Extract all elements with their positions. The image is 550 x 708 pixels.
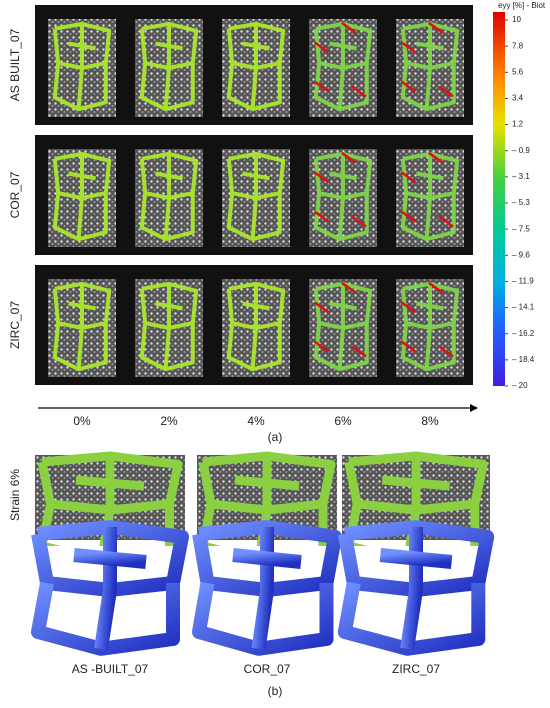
colorbar-tick-label: 10 — [512, 15, 521, 24]
colorbar-title: eyy [%] - Biot — [498, 1, 546, 10]
arrow — [438, 85, 454, 98]
strut — [163, 283, 171, 370]
strut — [424, 283, 432, 370]
strut — [400, 527, 423, 650]
colorbar-tick-label: 5.6 — [512, 67, 524, 76]
row-label: AS BUILT_07 — [8, 28, 22, 101]
arrow — [351, 215, 367, 228]
arrow — [400, 171, 417, 184]
strut — [250, 153, 258, 240]
colorbar-tick-label: 3.4 — [512, 94, 524, 103]
colorbar-tick-label: 1.2 — [512, 120, 524, 129]
strut — [76, 23, 84, 110]
strain-label: 8% — [421, 414, 439, 428]
arrow — [428, 281, 444, 294]
arrow — [428, 151, 444, 164]
colorbar-tick-label: – 3.1 — [512, 172, 530, 181]
strut — [416, 301, 444, 311]
strut — [94, 527, 117, 650]
strut — [73, 548, 147, 569]
arrow — [341, 151, 357, 164]
strut — [232, 548, 302, 569]
strut — [379, 548, 453, 569]
row-label: COR_07 — [8, 171, 22, 218]
strut — [424, 153, 432, 240]
strut — [155, 41, 183, 51]
strut — [329, 41, 357, 51]
strut — [242, 171, 270, 181]
strut — [163, 23, 171, 110]
arrow — [341, 281, 357, 294]
strut — [251, 527, 274, 650]
strut — [76, 153, 84, 240]
strut — [337, 153, 345, 240]
arrow — [313, 301, 330, 314]
strut — [416, 41, 444, 51]
strut — [155, 171, 183, 181]
strut — [250, 23, 258, 110]
colorbar-tick-label: – 16.2 — [512, 329, 535, 338]
strut — [416, 171, 444, 181]
strut — [381, 475, 451, 491]
strut — [242, 301, 270, 311]
strut — [329, 171, 357, 181]
colorbar-tick-label: 7.8 — [512, 41, 524, 50]
arrow — [313, 210, 330, 223]
arrow — [438, 345, 454, 358]
row-label: ZIRC_07 — [8, 301, 22, 349]
strut — [424, 23, 432, 110]
colorbar-tick-label: – 9.6 — [512, 250, 530, 259]
colorbar-tick-label: – 20 — [512, 381, 528, 390]
strut — [242, 41, 270, 51]
strut — [337, 283, 345, 370]
strut — [163, 153, 171, 240]
strut — [75, 475, 145, 491]
colorbar-tick-label: – 0.9 — [512, 146, 530, 155]
colorbar-tick-label: – 14.1 — [512, 303, 535, 312]
arrow — [400, 41, 417, 54]
panel-label: (a) — [268, 430, 283, 444]
row-label: Strain 6% — [8, 469, 22, 521]
arrow — [313, 171, 330, 184]
arrow — [313, 41, 330, 54]
arrow — [400, 301, 417, 314]
column-label: COR_07 — [244, 662, 291, 676]
arrow — [313, 80, 330, 93]
strut — [329, 301, 357, 311]
arrow — [400, 210, 417, 223]
strut — [76, 283, 84, 370]
arrow — [400, 80, 417, 93]
colorbar-tick-label: – 5.3 — [512, 198, 530, 207]
column-label: AS -BUILT_07 — [72, 662, 149, 676]
strain-label: 0% — [73, 414, 91, 428]
arrow — [428, 21, 444, 34]
arrow — [438, 215, 454, 228]
strut — [68, 171, 96, 181]
arrow — [351, 85, 367, 98]
panel-label: (b) — [268, 684, 283, 698]
strut — [68, 41, 96, 51]
strain-label: 6% — [334, 414, 352, 428]
colorbar-tick-label: – 18.4 — [512, 355, 535, 364]
arrow — [341, 21, 357, 34]
column-label: ZIRC_07 — [392, 662, 440, 676]
strut — [234, 475, 300, 491]
strain-label: 4% — [247, 414, 265, 428]
arrow — [351, 345, 367, 358]
strut — [155, 301, 183, 311]
axis-arrowhead — [470, 404, 478, 412]
strut — [337, 23, 345, 110]
colorbar-tick-label: – 11.9 — [512, 277, 534, 286]
strut — [68, 301, 96, 311]
arrow — [400, 340, 417, 353]
strut — [250, 283, 258, 370]
strain-label: 2% — [160, 414, 178, 428]
arrow — [313, 340, 330, 353]
colorbar-tick-label: – 7.5 — [512, 224, 530, 233]
colorbar — [493, 12, 505, 386]
